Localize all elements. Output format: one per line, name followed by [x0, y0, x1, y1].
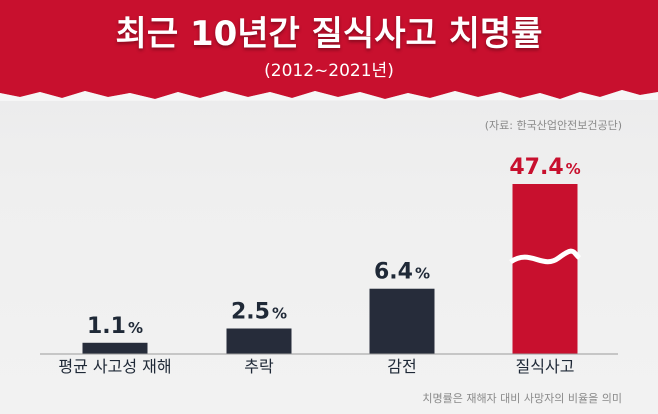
bar-3 — [369, 288, 435, 354]
chart-subtitle: (2012~2021년) — [264, 61, 394, 81]
category-label-3: 감전 — [387, 357, 416, 376]
source-label: (자료: 한국산업안전보건공단) — [484, 119, 622, 132]
title-banner — [0, 0, 658, 101]
chart-title: 최근 10년간 질식사고 치명률 — [115, 14, 543, 54]
category-label-4: 질식사고 — [516, 357, 575, 376]
value-label-4: 47.4% — [509, 155, 580, 180]
value-label-1: 1.1% — [87, 314, 143, 339]
axis-break-mark — [509, 248, 582, 265]
bar-2 — [226, 328, 292, 354]
bar-4 — [512, 184, 578, 354]
footnote: 치명률은 재해자 대비 사망자의 비율을 의미 — [422, 392, 622, 405]
value-label-3: 6.4% — [374, 260, 430, 285]
bar-1 — [82, 342, 148, 354]
category-label-2: 추락 — [244, 357, 274, 376]
value-label-2: 2.5% — [231, 300, 287, 325]
category-label-1: 평균 사고성 재해 — [58, 357, 171, 376]
